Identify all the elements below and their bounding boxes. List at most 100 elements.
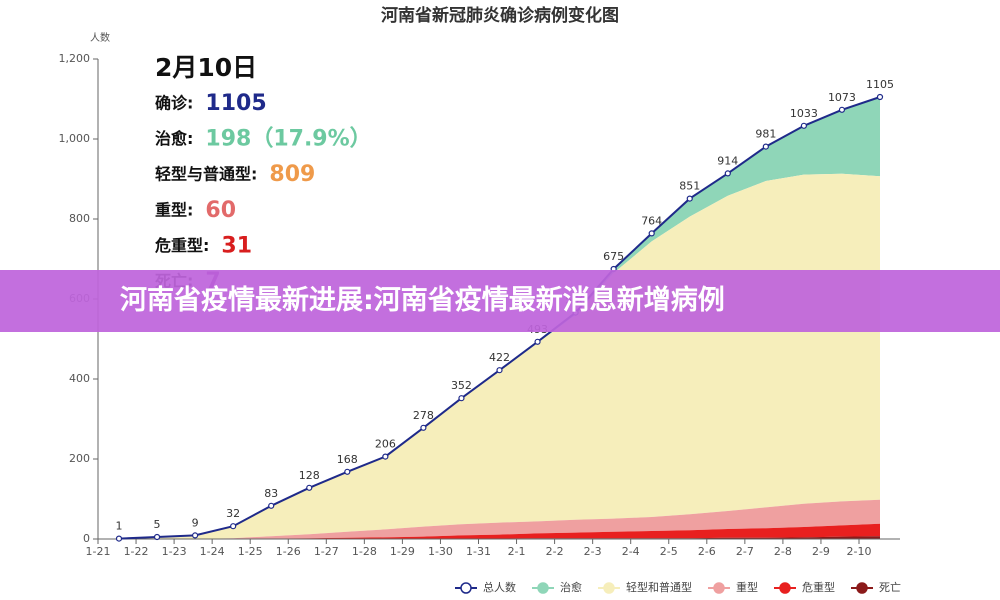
y-axis-label: 人数: [90, 31, 110, 44]
data-label: 83: [264, 487, 278, 500]
x-tick-label: 2-9: [812, 545, 830, 558]
legend-label: 治愈: [560, 580, 582, 594]
area: [119, 173, 880, 540]
info-label: 治愈:: [155, 129, 193, 148]
info-label: 轻型与普通型:: [155, 165, 257, 184]
data-label: 1033: [790, 107, 818, 120]
y-tick-label: 1,200: [59, 52, 91, 65]
point: [268, 502, 275, 509]
point: [153, 533, 161, 541]
data-label: 352: [451, 379, 472, 392]
legend-marker: [603, 582, 615, 594]
point: [420, 424, 427, 431]
x-tick-label: 1-27: [314, 545, 339, 558]
data-label: 9: [192, 516, 199, 529]
legend-item: 危重型: [774, 580, 835, 594]
data-label: 1105: [866, 78, 894, 91]
banner: 河南省疫情最新进展:河南省疫情最新消息新增病例: [0, 270, 1000, 332]
point: [534, 338, 541, 345]
data-label: 5: [154, 518, 161, 531]
data-label: 128: [299, 469, 320, 482]
info-value: 1105: [205, 91, 266, 116]
legend-item: 总人数: [455, 580, 516, 594]
point: [724, 170, 731, 177]
y-tick-label: 400: [69, 372, 90, 385]
info-label: 确诊:: [155, 94, 193, 113]
info-date: 2月10日: [155, 53, 257, 82]
legend-item: 死亡: [851, 580, 901, 594]
x-tick-label: 1-22: [124, 545, 149, 558]
data-label: 675: [603, 250, 624, 263]
point: [192, 532, 199, 539]
data-label: 851: [679, 180, 700, 193]
point: [496, 367, 503, 374]
legend-item: 重型: [708, 580, 758, 594]
legend-label: 危重型: [802, 580, 835, 594]
legend-marker: [856, 582, 868, 594]
data-label: 981: [755, 128, 776, 141]
point: [762, 143, 769, 150]
x-tick-label: 1-23: [162, 545, 187, 558]
x-tick-label: 2-3: [584, 545, 602, 558]
info-value: 60: [205, 198, 236, 223]
x-tick-label: 2-7: [736, 545, 754, 558]
data-label: 206: [375, 438, 396, 451]
info-label: 危重型:: [155, 236, 209, 255]
x-tick-label: 1-24: [200, 545, 225, 558]
data-label: 1: [116, 520, 123, 533]
info-label: 重型:: [155, 200, 193, 219]
point: [230, 523, 237, 530]
x-tick-label: 2-2: [546, 545, 564, 558]
legend-marker: [537, 582, 549, 594]
legend-marker: [460, 582, 472, 594]
point: [876, 93, 884, 101]
area: [119, 536, 880, 539]
x-tick-label: 1-25: [238, 545, 263, 558]
y-tick-label: 0: [83, 532, 90, 545]
legend-marker: [713, 582, 725, 594]
data-label: 168: [337, 453, 358, 466]
point: [838, 106, 846, 113]
x-tick-label: 1-30: [428, 545, 453, 558]
point: [344, 468, 351, 475]
data-label: 422: [489, 351, 510, 364]
legend-item: 治愈: [532, 580, 582, 594]
point: [800, 122, 808, 129]
legend-label: 总人数: [483, 580, 516, 594]
x-tick-label: 2-8: [774, 545, 792, 558]
data-label: 1073: [828, 91, 856, 104]
legend-label: 死亡: [879, 580, 901, 594]
legend-label: 重型: [736, 580, 758, 594]
x-tick-label: 2-10: [847, 545, 872, 558]
y-tick-label: 1,000: [59, 132, 91, 145]
point: [458, 395, 465, 402]
x-tick-label: 1-29: [390, 545, 415, 558]
info-value: 198（17.9%）: [205, 127, 371, 152]
area: [119, 97, 880, 539]
x-tick-label: 1-21: [86, 545, 111, 558]
data-label: 764: [641, 214, 662, 227]
x-tick-label: 1-31: [466, 545, 491, 558]
point: [382, 453, 389, 460]
legend-marker: [779, 582, 791, 594]
point: [306, 484, 313, 491]
point: [115, 535, 123, 542]
x-tick-label: 2-4: [622, 545, 640, 558]
info-value: 31: [221, 233, 252, 258]
legend-item: 轻型和普通型: [598, 580, 692, 594]
x-tick-label: 1-26: [276, 545, 301, 558]
data-label: 278: [413, 409, 434, 422]
area: [119, 523, 880, 539]
point: [648, 230, 655, 237]
info-value: 809: [269, 162, 315, 187]
x-tick-label: 2-5: [660, 545, 678, 558]
chart-title: 河南省新冠肺炎确诊病例变化图: [381, 5, 619, 26]
data-label: 914: [717, 154, 738, 167]
point: [686, 195, 693, 202]
x-tick-label: 2-1: [508, 545, 526, 558]
legend-label: 轻型和普通型: [626, 580, 692, 594]
data-label: 32: [226, 507, 240, 520]
area: [119, 499, 880, 539]
x-tick-label: 1-28: [352, 545, 377, 558]
